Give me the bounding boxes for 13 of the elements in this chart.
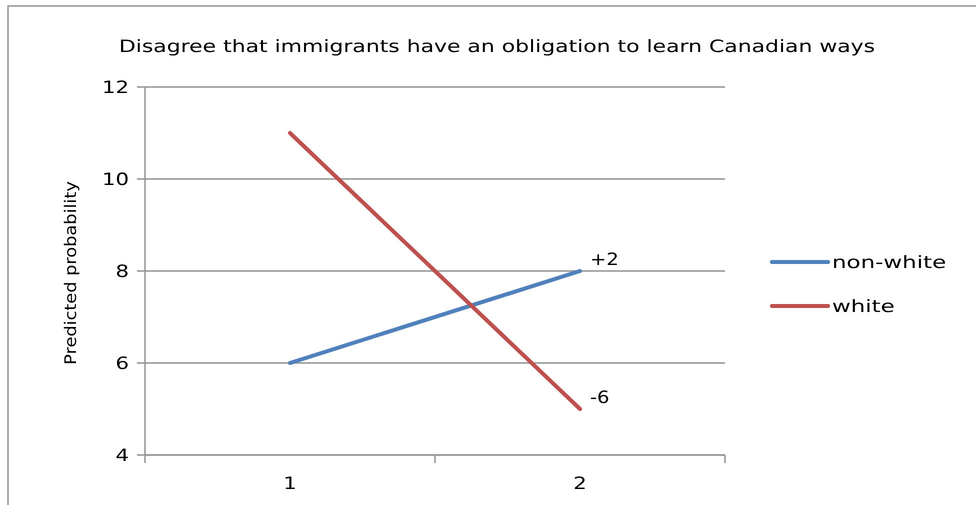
legend-label: non-white	[832, 252, 946, 272]
x-tick-label: 2	[573, 473, 587, 494]
x-tick-label: 1	[283, 473, 297, 494]
y-tick-label: 8	[115, 261, 129, 282]
y-axis-title: Predicted probability	[60, 181, 80, 365]
y-tick-label: 10	[102, 169, 129, 190]
y-tick-label: 4	[115, 445, 129, 466]
annotation: -6	[590, 388, 610, 408]
chart-title: Disagree that immigrants have an obligation to learn Canadian ways	[118, 36, 876, 56]
legend-label: white	[832, 296, 895, 316]
annotation: +2	[590, 250, 619, 270]
y-tick-label: 6	[115, 353, 129, 374]
y-tick-label: 12	[102, 77, 129, 98]
